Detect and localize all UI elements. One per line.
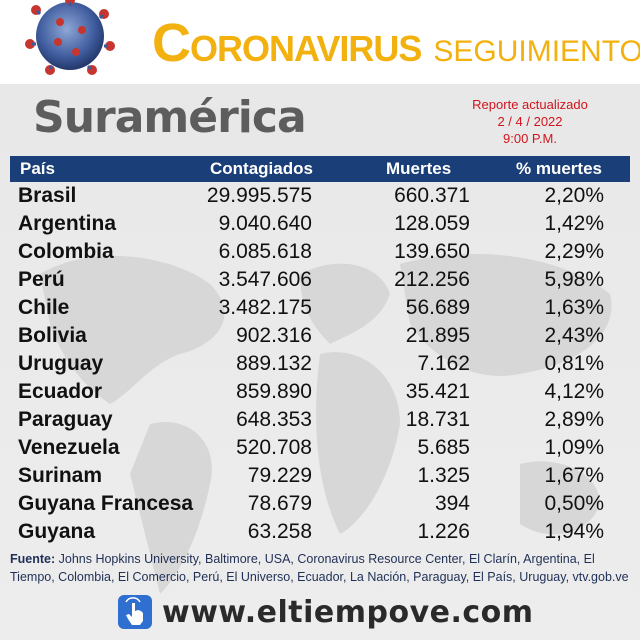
table-row: Uruguay 889.132 7.162 0,81%	[10, 350, 630, 378]
brand-sub: SEGUIMIENTO	[433, 35, 640, 68]
death-rate-cell: 1,42%	[544, 212, 604, 235]
table-row: Brasil 29.995.575 660.371 2,20%	[10, 182, 630, 210]
cases-cell: 6.085.618	[218, 240, 312, 263]
country-cell: Colombia	[18, 240, 114, 263]
cases-cell: 29.995.575	[206, 184, 312, 207]
country-cell: Surinam	[18, 464, 103, 487]
deaths-cell: 394	[434, 492, 470, 515]
deaths-cell: 1.325	[417, 464, 470, 487]
country-cell: Uruguay	[18, 352, 104, 375]
table-row: Bolivia 902.316 21.895 2,43%	[10, 322, 630, 350]
country-cell: Chile	[18, 296, 70, 319]
cases-cell: 79.229	[247, 464, 312, 487]
table-row: Chile 3.482.175 56.689 1,63%	[10, 294, 630, 322]
source-label: Fuente:	[10, 552, 56, 566]
table-row: Perú 3.547.606 212.256 5,98%	[10, 266, 630, 294]
cases-cell: 78.679	[247, 492, 312, 515]
death-rate-cell: 1,67%	[544, 464, 604, 487]
header-death-rate: % muertes	[516, 159, 602, 178]
country-cell: Guyana Francesa	[18, 492, 194, 515]
death-rate-cell: 2,20%	[544, 184, 604, 207]
country-cell: Perú	[18, 268, 65, 291]
deaths-cell: 35.421	[405, 380, 470, 403]
deaths-cell: 128.059	[394, 212, 470, 235]
death-rate-cell: 2,29%	[544, 240, 604, 263]
country-cell: Guyana	[18, 520, 96, 543]
brand-rest: ORONAVIRUS	[190, 28, 422, 69]
header-cases: Contagiados	[210, 159, 313, 178]
source-footer: Fuente: Johns Hopkins University, Baltim…	[10, 550, 630, 586]
header-deaths: Muertes	[386, 159, 452, 178]
world-map-background	[40, 254, 612, 594]
deaths-cell: 56.689	[405, 296, 470, 319]
table-row: Surinam 79.229 1.325 1,67%	[10, 462, 630, 490]
deaths-cell: 5.685	[417, 436, 470, 459]
cases-cell: 859.890	[236, 380, 312, 403]
death-rate-cell: 1,09%	[544, 436, 604, 459]
table-body: Brasil 29.995.575 660.371 2,20% Argentina 9.0…	[10, 182, 630, 546]
table-row: Ecuador 859.890 35.421 4,12%	[10, 378, 630, 406]
table-row: Colombia 6.085.618 139.650 2,29%	[10, 238, 630, 266]
country-cell: Ecuador	[18, 380, 103, 403]
deaths-cell: 212.256	[394, 268, 470, 291]
region-title: Suramérica	[33, 92, 307, 143]
cases-cell: 520.708	[236, 436, 312, 459]
brand-title: CORONAVIRUS SEGUIMIENTO	[152, 12, 640, 74]
coronavirus-image	[0, 0, 150, 84]
country-cell: Argentina	[18, 212, 117, 235]
death-rate-cell: 2,43%	[544, 324, 604, 347]
country-cell: Paraguay	[18, 408, 113, 431]
brand-cap: C	[152, 13, 191, 73]
table-row: Guyana 63.258 1.226 1,94%	[10, 518, 630, 546]
table-row: Paraguay 648.353 18.731 2,89%	[10, 406, 630, 434]
report-time: 9:00 P.M.	[503, 131, 557, 146]
cases-cell: 648.353	[236, 408, 312, 431]
cases-cell: 889.132	[236, 352, 312, 375]
death-rate-cell: 4,12%	[544, 380, 604, 403]
death-rate-cell: 0,50%	[544, 492, 604, 515]
cases-cell: 3.482.175	[218, 296, 312, 319]
deaths-cell: 660.371	[394, 184, 470, 207]
report-date: 2 / 4 / 2022	[497, 114, 563, 129]
country-cell: Venezuela	[18, 436, 120, 459]
death-rate-cell: 0,81%	[544, 352, 604, 375]
cases-cell: 9.040.640	[218, 212, 312, 235]
country-cell: Brasil	[18, 184, 77, 207]
death-rate-cell: 1,94%	[544, 520, 604, 543]
deaths-cell: 21.895	[405, 324, 470, 347]
cases-cell: 902.316	[236, 324, 312, 347]
death-rate-cell: 1,63%	[544, 296, 604, 319]
header: CORONAVIRUS SEGUIMIENTO	[0, 0, 640, 84]
hand-pointer-icon	[118, 595, 152, 629]
website-bar: www.eltiempove.com	[118, 592, 534, 632]
deaths-cell: 139.650	[394, 240, 470, 263]
table-row: Venezuela 520.708 5.685 1,09%	[10, 434, 630, 462]
deaths-cell: 1.226	[417, 520, 470, 543]
report-info: Reporte actualizado 2 / 4 / 2022 9:00 P.…	[440, 96, 620, 147]
deaths-cell: 18.731	[405, 408, 470, 431]
brand-main: CORONAVIRUS	[152, 12, 422, 74]
table-row: Argentina 9.040.640 128.059 1,42%	[10, 210, 630, 238]
death-rate-cell: 2,89%	[544, 408, 604, 431]
table-header: País Contagiados Muertes % muertes	[10, 156, 630, 182]
website-link[interactable]: www.eltiempove.com	[162, 594, 534, 630]
report-label: Reporte actualizado	[472, 97, 588, 112]
table-row: Guyana Francesa 78.679 394 0,50%	[10, 490, 630, 518]
cases-cell: 3.547.606	[218, 268, 312, 291]
source-text: Johns Hopkins University, Baltimore, USA…	[10, 552, 629, 584]
death-rate-cell: 5,98%	[544, 268, 604, 291]
cases-cell: 63.258	[247, 520, 312, 543]
country-cell: Bolivia	[18, 324, 87, 347]
deaths-cell: 7.162	[417, 352, 470, 375]
header-country: País	[20, 159, 55, 178]
